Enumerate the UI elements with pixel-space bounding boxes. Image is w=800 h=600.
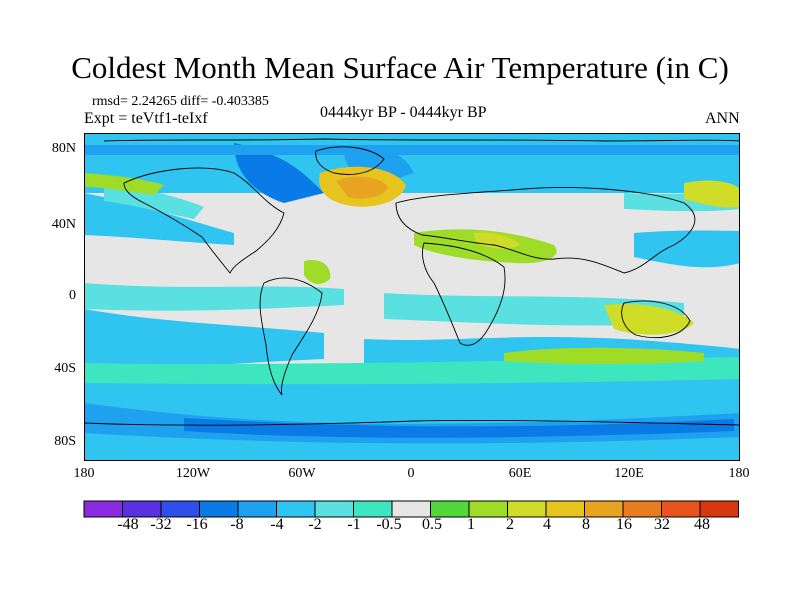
colorbar-label: 1 [467,516,475,533]
colorbar-swatch [545,500,585,518]
colorbar-label: 16 [616,516,632,533]
lon-tick-label: 60E [508,466,532,481]
colorbar-swatch [391,500,431,518]
map-title: Coldest Month Mean Surface Air Temperatu… [71,50,729,85]
colorbar-swatch [430,500,470,518]
period-label: 0444kyr BP - 0444kyr BP [320,104,487,121]
colorbar-swatch [353,500,393,518]
colorbar-label: 32 [654,516,670,533]
colorbar-label: -4 [270,516,284,533]
colorbar-swatch [468,500,508,518]
colorbar-label: -1 [347,516,361,533]
colorbar-swatch [276,500,316,518]
colorbar-swatch [160,500,200,518]
lat-tick-label: 80S [54,434,76,449]
lon-tick-label: 180 [73,466,95,481]
colorbar-label: -48 [117,516,139,533]
warm-anomaly-regions [84,166,740,364]
colorbar-label: 4 [543,516,551,533]
map-frame [84,133,740,461]
lat-tick-label: 40S [54,361,76,376]
lon-tick-label: 180 [728,466,750,481]
colorbar-label: -0.5 [376,516,402,533]
colorbar-swatch [199,500,239,518]
colorbar-swatch [622,500,662,518]
colorbar-swatch [122,500,162,518]
colorbar-label: 2 [506,516,514,533]
colorbar [83,500,739,518]
colorbar-label: -32 [150,516,172,533]
colorbar-swatch [83,500,123,518]
colorbar-swatch [584,500,624,518]
cold-anomaly-regions [84,133,740,461]
lon-tick-label: 0 [407,466,415,481]
lat-tick-label: 40N [51,217,76,232]
stats-text: rmsd= 2.24265 diff= -0.403385 [92,94,269,109]
lon-tick-label: 120E [614,466,644,481]
colorbar-swatch [314,500,354,518]
colorbar-swatch [237,500,277,518]
colorbar-label: -16 [186,516,208,533]
colorbar-swatch [661,500,701,518]
colorbar-swatch [699,500,739,518]
colorbar-label: 0.5 [422,516,442,533]
lat-tick-label: 80N [51,141,76,156]
experiment-label: Expt = teVtf1-teIxf [84,110,208,127]
colorbar-swatch [507,500,547,518]
lon-tick-label: 60W [288,466,316,481]
season-label: ANN [705,110,740,127]
lon-tick-label: 120W [175,466,211,481]
mild-cold-regions [84,181,740,385]
lat-tick-label: 0 [69,288,76,303]
colorbar-label: 8 [582,516,590,533]
coastlines [84,138,740,426]
colorbar-label: -2 [308,516,322,533]
temperature-map [84,133,740,461]
colorbar-label: -8 [230,516,244,533]
colorbar-label: 48 [694,516,710,533]
